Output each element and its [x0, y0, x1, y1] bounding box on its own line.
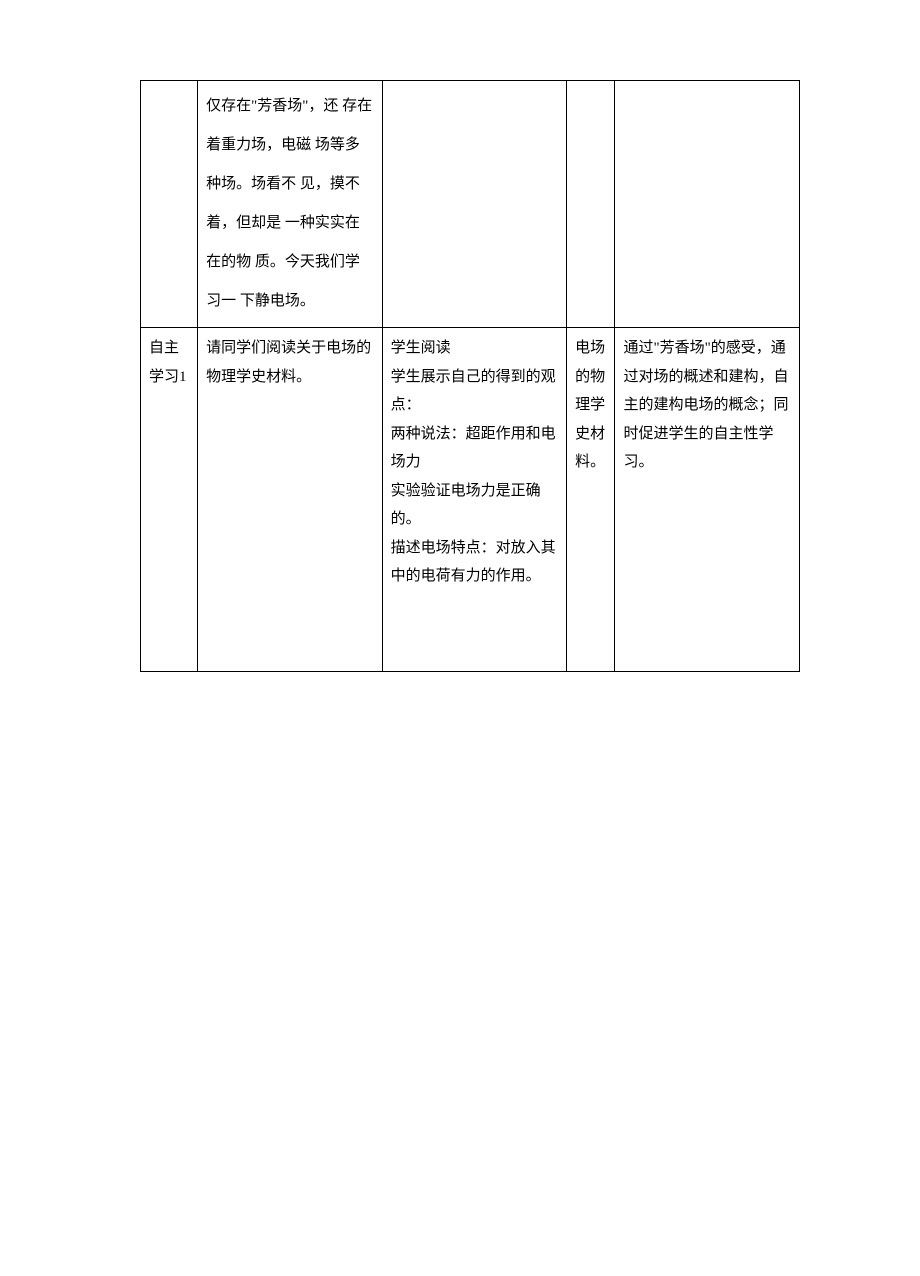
table-body: 仅存在"芳香场"，还 存在着重力场，电磁 场等多种场。场看不 见，摸不着，但却是…: [141, 81, 800, 672]
table-row: 自主学习1请同学们阅读关于电场的物理学史材料。学生阅读学生展示自己的得到的观点：…: [141, 328, 800, 672]
document-page: 仅存在"芳香场"，还 存在着重力场，电磁 场等多种场。场看不 见，摸不着，但却是…: [0, 0, 920, 752]
lesson-plan-table: 仅存在"芳香场"，还 存在着重力场，电磁 场等多种场。场看不 见，摸不着，但却是…: [140, 80, 800, 672]
table-row: 仅存在"芳香场"，还 存在着重力场，电磁 场等多种场。场看不 见，摸不着，但却是…: [141, 81, 800, 328]
table-cell: 自主学习1: [141, 328, 198, 672]
table-cell: 学生阅读学生展示自己的得到的观点：两种说法：超距作用和电场力实验验证电场力是正确…: [382, 328, 567, 672]
table-cell: 请同学们阅读关于电场的物理学史材料。: [198, 328, 383, 672]
table-cell: 通过"芳香场"的感受，通过对场的概述和建构，自主的建构电场的概念；同时促进学生的…: [615, 328, 800, 672]
table-cell: [615, 81, 800, 328]
table-cell: [141, 81, 198, 328]
table-cell: [382, 81, 567, 328]
table-cell: 电场的物理学史材料。: [567, 328, 615, 672]
table-cell: [567, 81, 615, 328]
table-cell: 仅存在"芳香场"，还 存在着重力场，电磁 场等多种场。场看不 见，摸不着，但却是…: [198, 81, 383, 328]
